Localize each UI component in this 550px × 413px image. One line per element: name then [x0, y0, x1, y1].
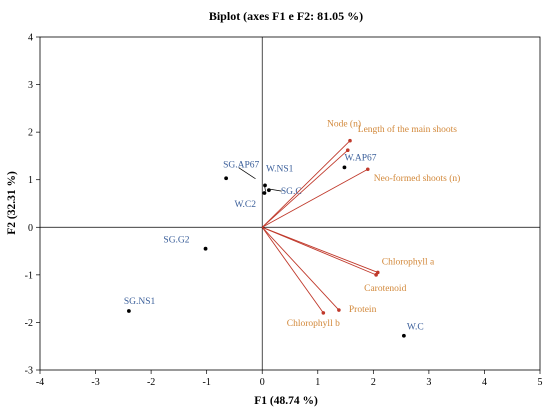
observation-label: W.C — [407, 323, 424, 333]
x-tick-label: 1 — [315, 377, 320, 388]
variable-vector-line — [262, 226, 377, 276]
variable-vector-line — [261, 140, 351, 228]
x-tick-label: -1 — [202, 377, 210, 388]
variable-vector-tip — [337, 308, 341, 312]
variable-vectors: Node (n)Length of the main shoots Neo-for… — [261, 119, 461, 329]
x-axis-title: F1 (48.74 %) — [254, 395, 318, 407]
variable-label: Carotenoid — [364, 284, 406, 294]
zero-axes — [40, 37, 540, 370]
plot-border — [39, 36, 541, 371]
variable-vector-line — [261, 226, 340, 311]
x-tick-label: -4 — [36, 377, 44, 388]
variable-label: Chlorophyll b — [287, 319, 340, 329]
variable-label: Node (n) — [327, 119, 361, 130]
observation-point — [266, 188, 271, 193]
observation-point — [342, 165, 347, 170]
variable-label: Protein — [349, 305, 377, 315]
observation-point — [401, 333, 406, 338]
observation-label: W.C2 — [234, 200, 256, 210]
y-tick-label: 1 — [28, 175, 33, 186]
x-tick-label: -2 — [147, 377, 155, 388]
variable-vector-tip — [348, 138, 352, 143]
x-tick-label: 4 — [482, 377, 487, 388]
observation-label: SG.G2 — [163, 236, 189, 246]
x-tick-label: 3 — [426, 377, 431, 388]
observation-label: SG.NS1 — [124, 297, 156, 307]
observation-label: SG.AP67 — [223, 160, 259, 170]
x-axis-ticks: -4 -3 -2 -1 0 1 2 3 4 5 — [36, 370, 543, 388]
leader-line — [238, 167, 256, 180]
y-tick-label: -1 — [25, 270, 33, 281]
observation-label: W.NS1 — [266, 164, 294, 174]
chart-title: Biplot (axes F1 e F2: 81.05 %) — [209, 9, 363, 23]
observation-label: SG.C — [281, 187, 302, 197]
variable-vector-line — [261, 227, 324, 314]
y-tick-label: 2 — [28, 128, 33, 139]
y-tick-label: 3 — [28, 80, 33, 91]
observation-label: W.AP67 — [344, 153, 376, 163]
y-axis-title: F2 (32.31 %) — [6, 171, 18, 235]
variable-vector-line — [261, 149, 349, 228]
leader-line — [264, 185, 266, 192]
variable-label: Chlorophyll a — [382, 257, 435, 267]
observation-point — [224, 176, 229, 181]
variable-vector-tip — [321, 311, 326, 315]
leader-line — [270, 188, 282, 192]
variable-vector-line — [262, 168, 368, 228]
label-leader-lines — [238, 167, 282, 192]
observation-point — [126, 309, 131, 313]
variable-vector-tip — [365, 167, 370, 172]
variable-vector-tip — [374, 273, 378, 277]
plot-area — [39, 36, 541, 371]
x-tick-label: 0 — [260, 377, 265, 388]
variable-vector-line — [262, 226, 378, 273]
variable-label: Length of the main shoots — [358, 124, 458, 135]
y-tick-label: 0 — [28, 223, 33, 234]
x-tick-label: 2 — [371, 377, 376, 388]
x-tick-label: 5 — [538, 377, 543, 388]
y-tick-label: -3 — [25, 366, 33, 377]
y-axis-ticks: -3 -2 -1 0 1 2 3 4 — [25, 33, 40, 377]
observation-point — [203, 246, 208, 251]
x-tick-label: -3 — [91, 377, 99, 388]
observation-points: SG.AP67 W.NS1 SG.C W.C2 W.AP67 SG.G2 SG.NS1 W.C — [124, 153, 424, 338]
observation-point — [263, 183, 267, 188]
observation-point — [262, 191, 267, 195]
variable-vector-tip — [345, 148, 350, 153]
y-tick-label: 4 — [28, 33, 33, 44]
y-tick-label: -2 — [25, 318, 33, 329]
variable-label: Neo-formed shoots (n) — [374, 173, 461, 184]
